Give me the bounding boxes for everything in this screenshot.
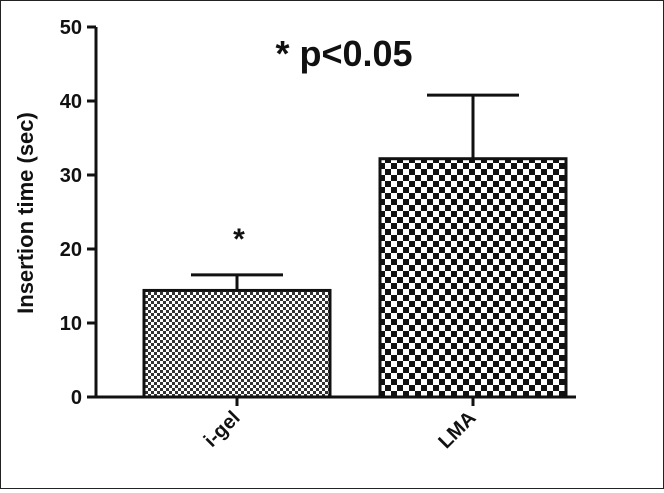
y-tick-label: 40 [60,91,82,113]
significance-marker: * [233,223,245,256]
x-tick-label-lma: LMA [434,407,480,453]
x-tick-labels: i-gel LMA [200,397,481,453]
y-tick-label: 0 [71,387,82,409]
bars: * [142,93,568,399]
y-tick-label: 50 [60,17,82,39]
y-tick-label: 10 [60,313,82,335]
bar-lma [378,157,568,399]
y-tick-label: 30 [60,165,82,187]
x-tick-label-i-gel: i-gel [200,407,245,452]
y-axis-label: Insertion time (sec) [13,112,38,314]
y-tick-label: 20 [60,239,82,261]
bar-i-gel [142,288,332,399]
chart-title: * p<0.05 [275,33,412,74]
